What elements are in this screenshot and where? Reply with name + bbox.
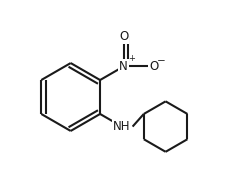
Text: N: N [119,60,128,73]
Text: +: + [128,54,135,63]
Text: O: O [149,60,158,73]
Text: O: O [119,30,128,43]
Text: −: − [157,56,166,66]
Text: NH: NH [113,120,131,133]
